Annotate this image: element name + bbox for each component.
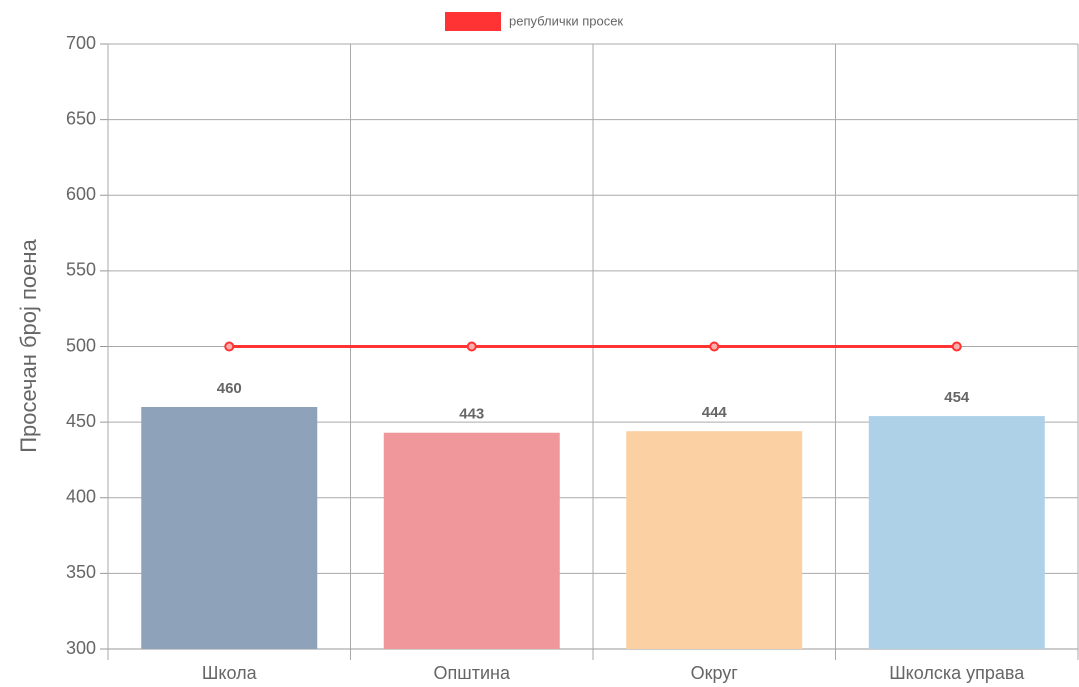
legend-swatch xyxy=(445,12,501,31)
y-tick-label: 350 xyxy=(66,562,96,582)
y-tick-label: 550 xyxy=(66,260,96,280)
value-label: 443 xyxy=(459,406,484,423)
y-tick-label: 450 xyxy=(66,411,96,431)
bar xyxy=(383,432,560,649)
y-tick-label: 300 xyxy=(66,638,96,658)
y-tick-label: 500 xyxy=(66,335,96,355)
y-tick-label: 400 xyxy=(66,487,96,507)
value-label: 454 xyxy=(944,389,970,406)
x-tick-label: Школска управа xyxy=(889,663,1025,683)
x-tick-label: Школа xyxy=(202,663,258,683)
value-label: 444 xyxy=(702,404,728,421)
line-point xyxy=(224,341,235,352)
x-tick-label: Општина xyxy=(434,663,511,683)
y-tick-label: 700 xyxy=(66,33,96,53)
legend-label: републички просек xyxy=(509,13,623,28)
value-label: 460 xyxy=(217,380,242,397)
bar xyxy=(141,407,318,649)
x-tick-label: Округ xyxy=(691,663,739,683)
line-point xyxy=(709,341,720,352)
y-axis-label: Просечан број поена xyxy=(16,238,41,452)
bar xyxy=(626,431,803,649)
line-point xyxy=(466,341,477,352)
y-tick-label: 600 xyxy=(66,184,96,204)
bar xyxy=(868,416,1045,649)
line-point xyxy=(951,341,962,352)
y-tick-label: 650 xyxy=(66,108,96,128)
